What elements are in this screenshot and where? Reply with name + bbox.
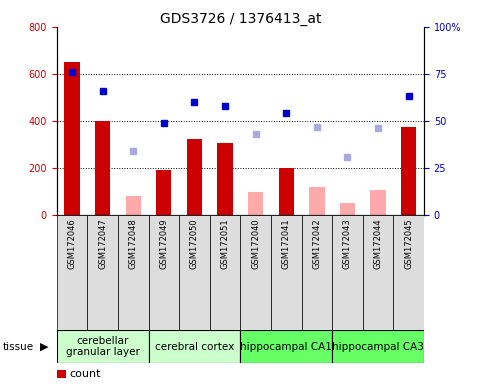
Bar [309,187,324,215]
Bar [271,215,302,330]
Bar [340,203,355,215]
Bar [118,215,148,330]
Bar [95,121,110,215]
Bar [210,215,240,330]
Text: ▶: ▶ [40,341,49,352]
Bar [370,190,386,215]
Bar [57,330,148,363]
Bar [156,170,172,215]
Bar [241,330,332,363]
Bar [126,196,141,215]
Bar [217,143,233,215]
Bar [302,215,332,330]
Bar [179,215,210,330]
Bar [187,139,202,215]
Bar [363,215,393,330]
Text: tissue: tissue [2,341,34,352]
Bar [248,192,263,215]
Bar [148,330,241,363]
Text: GSM172043: GSM172043 [343,218,352,269]
Text: GSM172049: GSM172049 [159,218,168,269]
Text: count: count [70,369,101,379]
Text: GSM172041: GSM172041 [282,218,291,269]
Bar [87,215,118,330]
Text: GSM172051: GSM172051 [220,218,230,269]
Bar [332,330,424,363]
Text: cerebellar
granular layer: cerebellar granular layer [66,336,140,358]
Text: hippocampal CA1: hippocampal CA1 [240,341,332,352]
Bar [332,215,363,330]
Title: GDS3726 / 1376413_at: GDS3726 / 1376413_at [160,12,321,26]
Bar [57,215,87,330]
Text: cerebral cortex: cerebral cortex [155,341,234,352]
Text: GSM172045: GSM172045 [404,218,413,269]
Text: GSM172047: GSM172047 [98,218,107,269]
Bar [279,168,294,215]
Bar [241,215,271,330]
Text: GSM172046: GSM172046 [68,218,76,269]
Bar [65,62,80,215]
Text: hippocampal CA3: hippocampal CA3 [332,341,424,352]
Text: GSM172042: GSM172042 [313,218,321,269]
Bar [401,127,416,215]
Bar [148,215,179,330]
Text: GSM172044: GSM172044 [374,218,383,269]
Text: GSM172048: GSM172048 [129,218,138,269]
Text: GSM172050: GSM172050 [190,218,199,269]
Text: GSM172040: GSM172040 [251,218,260,269]
Bar [393,215,424,330]
